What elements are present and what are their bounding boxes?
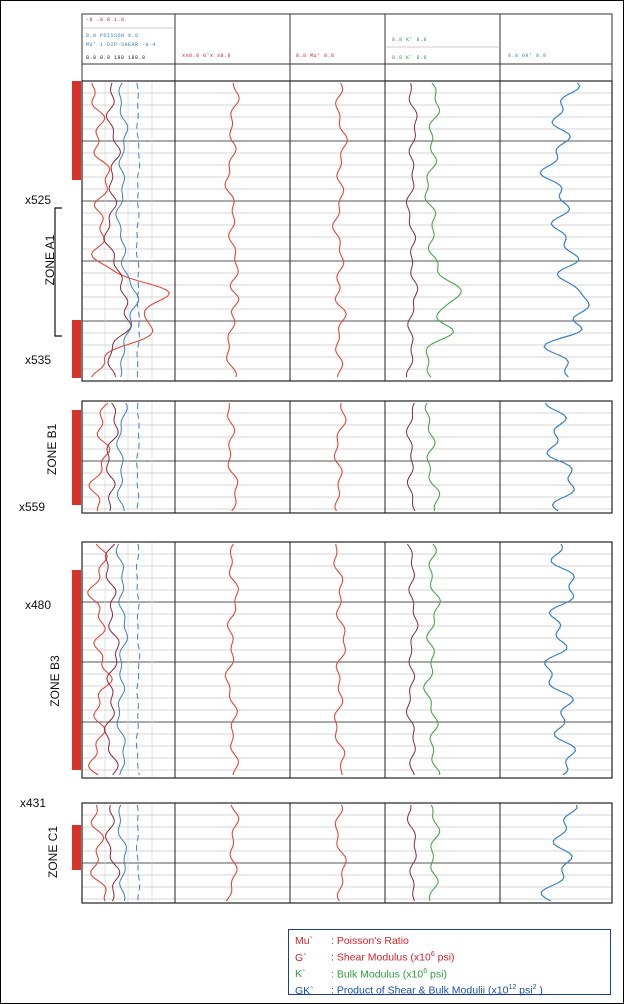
track3-poisson-curve: [334, 804, 347, 902]
depth-label-x535: x535: [25, 353, 52, 367]
track2-shear-curve: [225, 804, 240, 902]
track1-red-curve: [90, 804, 107, 902]
track2-shear-curve: [224, 543, 240, 776]
track5-product-curve: [544, 402, 575, 512]
track1-blue-curve: [115, 543, 129, 776]
panel-zone-b1: [81, 400, 613, 514]
track1-dashed-curve: [136, 402, 140, 512]
zone-label-c1: ZONE C1: [46, 825, 60, 878]
zone-label-a1: ZONE A1: [43, 234, 57, 286]
zone-bar-4: [72, 570, 81, 770]
legend-item-gk: GK`: Product of Shear & Bulk Modulii (x1…: [295, 984, 543, 997]
track4-dark-curve: [405, 82, 419, 378]
panel-border: [81, 541, 613, 779]
track1-dark-curve: [105, 804, 121, 902]
track3-poisson-curve: [333, 402, 347, 512]
zone-label-b3: ZONE B3: [48, 655, 62, 707]
track1-header-row1: -8 .8 8 1.8: [86, 17, 125, 23]
track4-bulk-curve: [424, 402, 441, 512]
track1-dashed-curve: [136, 804, 141, 902]
panel-zone-b3: [81, 541, 613, 779]
track4-bulk-curve: [428, 804, 441, 902]
panel-border: [81, 80, 613, 382]
panel-zone-c1: [81, 802, 613, 904]
depth-label-x480: x480: [25, 598, 52, 612]
zone-bar-2: [72, 320, 81, 378]
zone-bar-3: [72, 410, 81, 505]
track3-poisson-curve: [333, 543, 347, 776]
track1-dashed-curve: [135, 543, 141, 776]
track4-bulk-curve: [424, 82, 462, 378]
track4-header-row1: 8.8 K' 8.8: [392, 37, 428, 43]
track1-blue-curve: [116, 402, 128, 512]
track3-header: 8.8 Mu' 8.8: [296, 53, 335, 59]
track1-dark-curve: [103, 82, 132, 378]
track2-shear-curve: [224, 82, 240, 378]
depth-label-x431: x431: [20, 796, 47, 810]
track5-header: 8.8 GK' 8.8: [508, 53, 547, 59]
panel-border: [81, 400, 613, 514]
track1-dark-curve: [105, 402, 119, 512]
track3-poisson-curve: [331, 82, 348, 378]
panel-border: [81, 802, 613, 904]
log-header: [81, 13, 613, 82]
track2-shear-curve: [227, 402, 239, 512]
legend-item-g: G`: Shear Modulus (x106 psi): [295, 951, 455, 964]
track4-bulk-curve: [423, 543, 441, 776]
depth-label-x559: x559: [19, 500, 46, 514]
legend-item-k: K`: Bulk Modulus (x106 psi): [295, 967, 447, 981]
track2-header: xx8.8 G'x x8.8: [182, 53, 232, 59]
header-box: [81, 13, 613, 82]
track1-red-curve: [87, 543, 113, 776]
track1-dark-curve: [103, 543, 120, 776]
track5-product-curve: [540, 804, 578, 902]
track1-red-curve: [90, 82, 171, 378]
panel-zone-a1: [81, 80, 613, 382]
zone-a1-bracket: [54, 207, 62, 337]
track1-red-curve: [88, 402, 111, 512]
track5-product-curve: [539, 82, 590, 378]
depth-label-x525: x525: [25, 193, 52, 207]
track4-dark-curve: [405, 402, 416, 512]
zone-bar-1: [72, 81, 81, 180]
track1-header-row4: 8.8 8.8 188 188.8: [86, 55, 146, 61]
track4-dark-curve: [405, 543, 419, 776]
zone-bar-5: [72, 825, 81, 870]
track1-header-row3: MU' 1-DIP-SHEAR -0-4: [86, 42, 157, 48]
track1-blue-curve: [115, 82, 140, 378]
track4-dark-curve: [406, 805, 417, 902]
track1-header-row2: 8.8 POISSON 8.8: [86, 33, 139, 39]
legend-item-mu: Mu`: Poisson's Ratio: [295, 935, 409, 947]
track1-blue-curve: [117, 804, 127, 902]
track5-product-curve: [544, 543, 576, 776]
legend: Mu`: Poisson's Ratio G`: Shear Modulus (…: [288, 929, 611, 997]
zone-label-b1: ZONE B1: [45, 423, 59, 475]
track4-header-row2: 8.8 K' 8.8: [392, 55, 428, 61]
